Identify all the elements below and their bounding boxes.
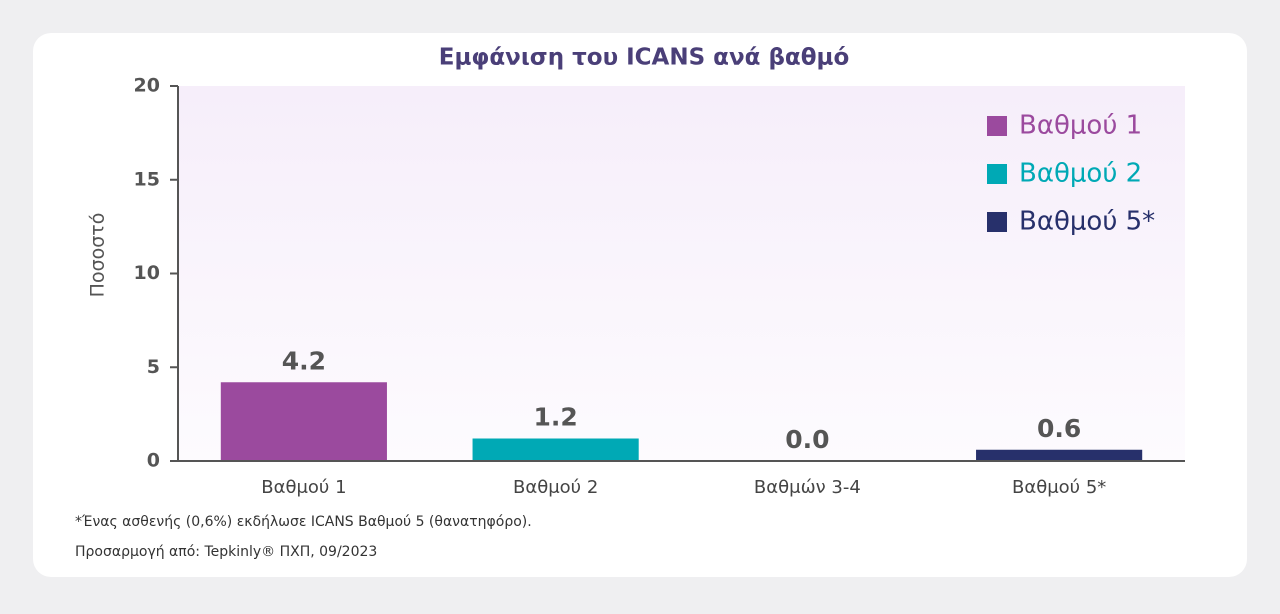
x-tick-label: Βαθμού 1 [261,477,346,498]
x-tick-label: Βαθμών 3-4 [754,477,861,498]
y-tick-label: 10 [134,262,160,284]
footnote: Προσαρμογή από: Tepkinly® ΠΧΠ, 09/2023 [75,544,377,560]
y-axis-label: Ποσοστό [87,213,109,298]
value-label: 0.6 [1037,414,1081,443]
legend-swatch [987,116,1007,136]
footnote: *Ένας ασθενής (0,6%) εκδήλωσε ICANS Βαθμ… [75,514,532,530]
legend-swatch [987,212,1007,232]
bar [976,449,1143,461]
legend-swatch [987,164,1007,184]
y-tick-label: 0 [147,450,160,472]
legend-label: Βαθμού 1 [1019,111,1142,141]
legend-label: Βαθμού 5* [1019,207,1155,237]
legend-label: Βαθμού 2 [1019,159,1142,189]
x-tick-label: Βαθμού 2 [513,477,598,498]
value-label: 4.2 [282,346,326,375]
bar [220,382,387,461]
bar [472,438,639,461]
y-tick-label: 5 [147,356,160,378]
y-tick-label: 15 [134,168,160,190]
x-tick-label: Βαθμού 5* [1012,477,1106,498]
chart-title: Εμφάνιση του ICANS ανά βαθμό [439,45,850,71]
y-tick-label: 20 [134,75,160,97]
value-label: 0.0 [785,425,829,454]
value-label: 1.2 [533,403,577,432]
